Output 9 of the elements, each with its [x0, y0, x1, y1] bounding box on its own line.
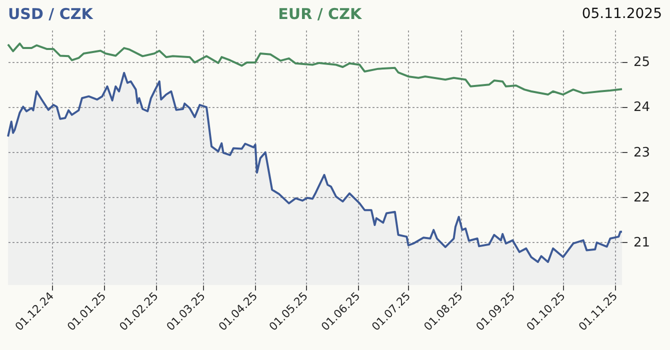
y-tick-label: 25 [634, 55, 650, 70]
text: EUR / CZK [278, 5, 363, 23]
text: USD / CZK [8, 5, 94, 23]
line-series [7, 42, 623, 96]
y-tick-label: 22 [634, 190, 650, 206]
y-tick-label: 23 [634, 145, 650, 160]
chart-title: 05.11.2025 [582, 6, 662, 22]
y-tick-label: 24 [634, 100, 650, 116]
y-tick-label: 21 [634, 236, 650, 251]
